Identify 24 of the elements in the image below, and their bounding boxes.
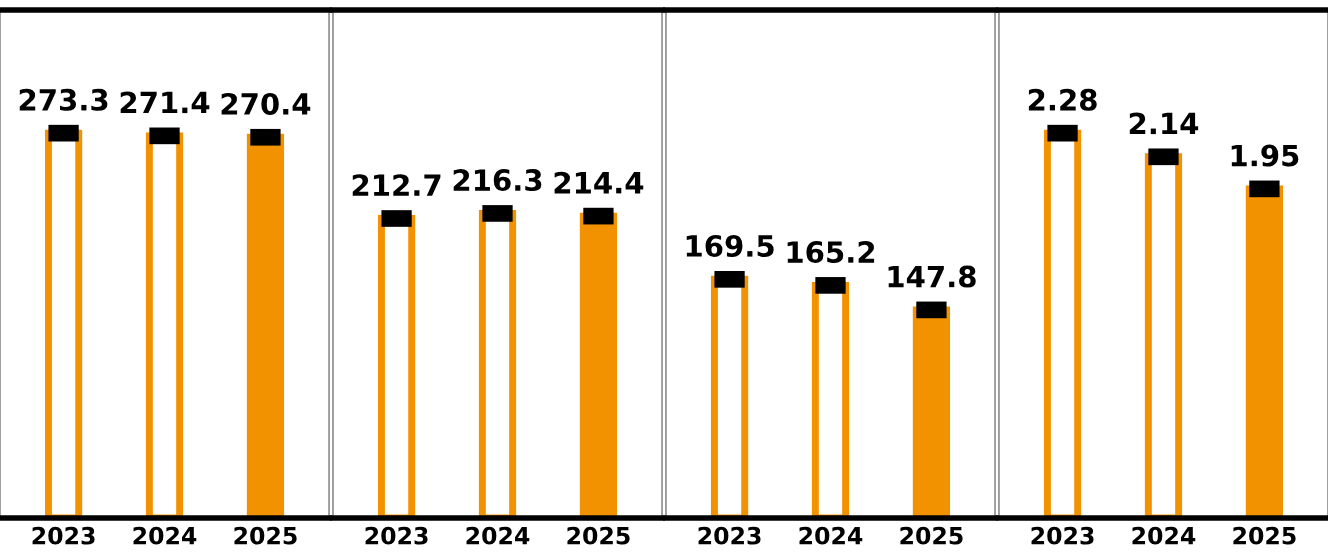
x-tick-label: 2023 bbox=[698, 526, 761, 545]
data-label: 2.28 bbox=[1028, 88, 1097, 111]
x-tick-label: 2024 bbox=[1132, 526, 1196, 545]
x-tick-label: 2025 bbox=[234, 526, 297, 545]
x-tick-label: 2025 bbox=[900, 526, 963, 545]
x-tick-label: 2023 bbox=[1031, 526, 1094, 545]
x-tick-label: 2023 bbox=[32, 526, 95, 545]
data-label: 212.7 bbox=[352, 174, 441, 196]
x-tick-label: 2024 bbox=[799, 526, 863, 545]
data-label: 270.4 bbox=[221, 92, 311, 115]
data-label: 2.14 bbox=[1129, 112, 1199, 135]
x-tick-label: 2024 bbox=[133, 526, 197, 545]
x-tick-label: 2023 bbox=[365, 526, 428, 545]
x-tick-label: 2025 bbox=[1233, 526, 1296, 545]
x-tick-label: 2024 bbox=[466, 526, 530, 545]
data-label: 165.2 bbox=[787, 241, 875, 264]
data-label: 169.5 bbox=[686, 234, 774, 258]
data-label: 216.3 bbox=[453, 169, 542, 192]
data-label: 214.4 bbox=[554, 171, 644, 194]
x-tick-label: 2025 bbox=[567, 526, 630, 545]
data-label: 273.3 bbox=[19, 88, 108, 111]
data-label: 271.4 bbox=[120, 91, 210, 114]
data-label: 147.8 bbox=[888, 265, 976, 288]
data-label: 1.95 bbox=[1231, 144, 1299, 167]
